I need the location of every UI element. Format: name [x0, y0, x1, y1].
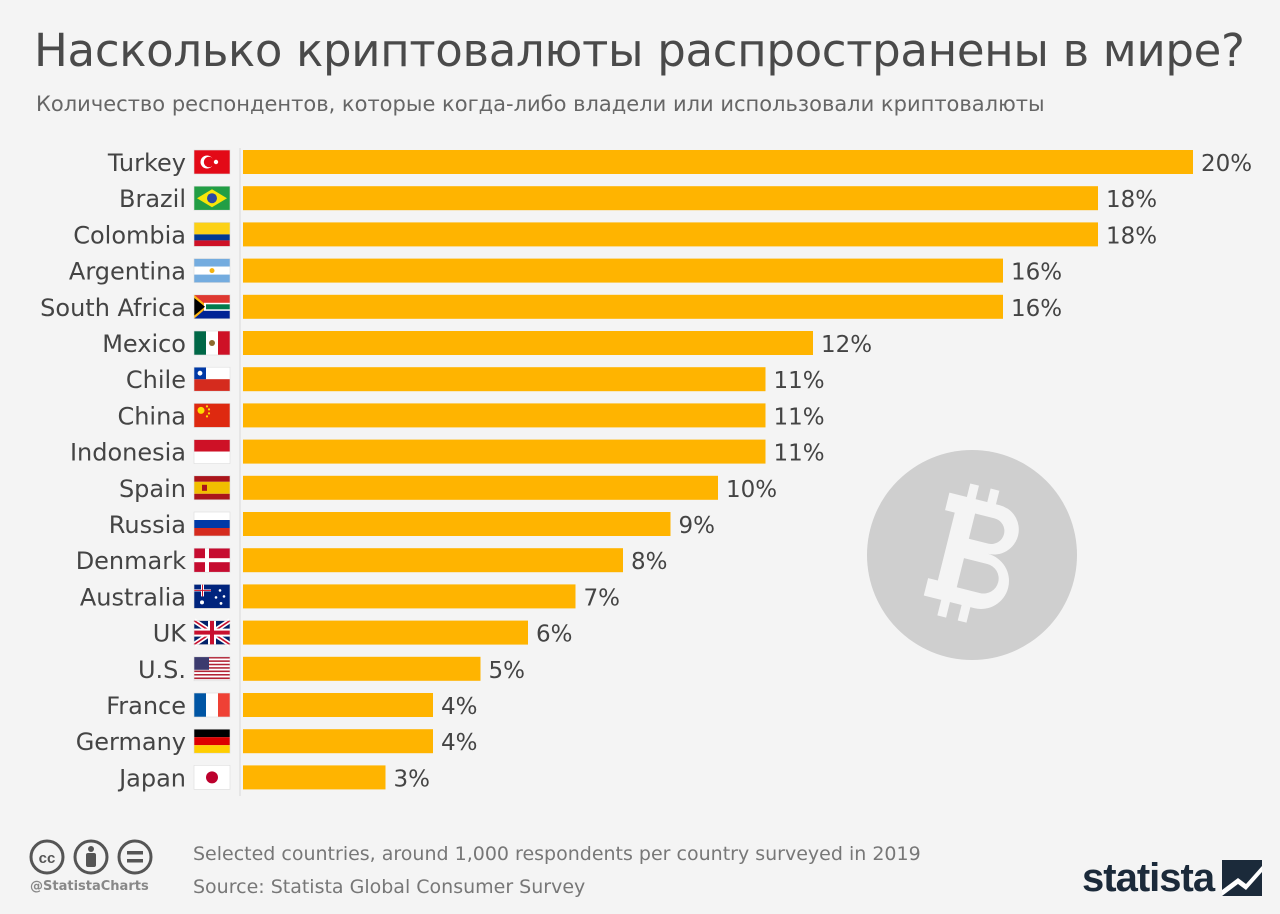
bar — [243, 439, 766, 464]
brand-name: statista — [1082, 855, 1215, 900]
bar — [243, 548, 623, 573]
category-label: Germany — [76, 728, 186, 756]
value-label: 18% — [1106, 223, 1157, 249]
value-label: 5% — [489, 658, 526, 684]
bar — [243, 331, 813, 355]
category-label: Mexico — [102, 330, 186, 358]
category-label: Australia — [80, 583, 186, 611]
bar — [243, 656, 481, 681]
source-note: Source: Statista Global Consumer Survey — [193, 876, 586, 898]
category-label: Indonesia — [70, 439, 186, 467]
value-label: 7% — [584, 585, 621, 611]
us-flag-icon — [193, 656, 231, 682]
value-label: 6% — [536, 622, 573, 648]
statista-logo[interactable]: statista — [1082, 855, 1263, 901]
category-label: Russia — [109, 511, 186, 539]
germany-flag-icon — [193, 728, 231, 754]
value-label: 16% — [1011, 260, 1062, 286]
mexico-flag-icon — [193, 330, 231, 356]
bar — [243, 693, 433, 717]
australia-flag-icon — [193, 584, 231, 609]
brazil-flag-icon — [193, 185, 231, 211]
svg-text:cc: cc — [39, 850, 56, 867]
value-label: 16% — [1011, 296, 1062, 322]
bar — [243, 475, 718, 500]
bar — [243, 765, 386, 790]
value-label: 3% — [394, 766, 431, 792]
indonesia-flag-icon — [193, 439, 231, 464]
category-label: Brazil — [119, 185, 186, 213]
colombia-flag-icon — [193, 222, 231, 247]
france-flag-icon — [193, 692, 231, 718]
category-label: U.S. — [138, 656, 186, 684]
bar — [243, 258, 1003, 283]
survey-note: Selected countries, around 1,000 respond… — [193, 843, 921, 865]
license-icons: cc — [29, 839, 153, 875]
bar — [243, 186, 1098, 211]
turkey-flag-icon — [193, 149, 231, 175]
bitcoin-icon — [867, 450, 1077, 660]
bar — [243, 294, 1003, 319]
no-derivatives-icon — [117, 839, 153, 875]
category-label: Chile — [126, 366, 186, 394]
cc-icon: cc — [29, 839, 65, 875]
twitter-handle: @StatistaCharts — [30, 879, 149, 894]
bar — [243, 150, 1193, 174]
chart-subtitle: Количество респондентов, которые когда-л… — [36, 92, 1045, 116]
category-label: France — [106, 692, 186, 720]
south-africa-flag-icon — [193, 294, 231, 320]
bar — [243, 367, 766, 392]
bar — [243, 512, 671, 536]
category-label: South Africa — [40, 294, 186, 322]
statista-logo-icon — [1222, 860, 1263, 896]
category-label: China — [117, 402, 186, 430]
value-label: 4% — [441, 694, 478, 720]
value-label: 11% — [774, 368, 825, 394]
russia-flag-icon — [193, 511, 231, 537]
value-label: 18% — [1106, 187, 1157, 213]
value-label: 10% — [726, 477, 777, 503]
spain-flag-icon — [193, 475, 231, 501]
value-label: 8% — [631, 549, 668, 575]
value-label: 11% — [774, 441, 825, 467]
category-label: Japan — [117, 764, 186, 792]
chile-flag-icon — [193, 366, 231, 392]
bar — [243, 222, 1098, 247]
category-label: UK — [153, 620, 188, 648]
category-label: Denmark — [76, 547, 186, 575]
category-label: Argentina — [69, 258, 186, 286]
value-label: 9% — [679, 513, 716, 539]
value-label: 11% — [774, 404, 825, 430]
category-label: Spain — [119, 475, 186, 503]
attribution-icon — [73, 839, 109, 875]
value-label: 20% — [1201, 151, 1252, 177]
value-label: 4% — [441, 730, 478, 756]
category-label: Colombia — [73, 221, 186, 249]
denmark-flag-icon — [193, 547, 231, 573]
uk-flag-icon — [192, 618, 232, 647]
category-label: Turkey — [107, 149, 186, 177]
bar — [243, 584, 576, 609]
china-flag-icon — [193, 403, 231, 428]
bar — [243, 729, 433, 754]
japan-flag-icon — [193, 765, 231, 790]
bar — [243, 403, 766, 428]
value-label: 12% — [821, 332, 872, 358]
bar — [243, 620, 528, 645]
argentina-flag-icon — [193, 258, 231, 283]
chart-title: Насколько криптовалюты распространены в … — [34, 24, 1245, 77]
